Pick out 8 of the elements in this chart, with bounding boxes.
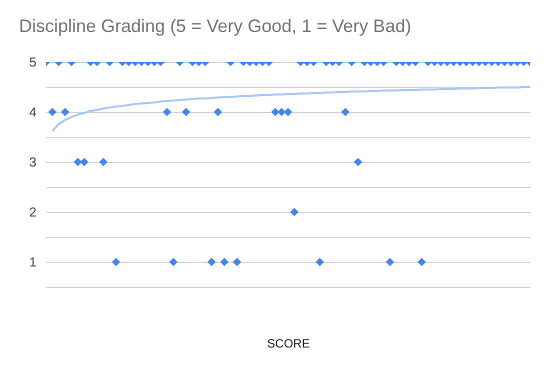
y-tick-label: 4 [29,104,36,120]
y-tick-label: 5 [29,54,36,70]
chart-title: Discipline Grading (5 = Very Good, 1 = Very Bad) [19,16,412,36]
line-series [51,86,531,132]
x-axis-title: SCORE [267,336,310,350]
y-tick-label: 2 [29,204,36,220]
y-tick-label: 1 [29,254,36,270]
y-tick-label: 3 [29,154,36,170]
